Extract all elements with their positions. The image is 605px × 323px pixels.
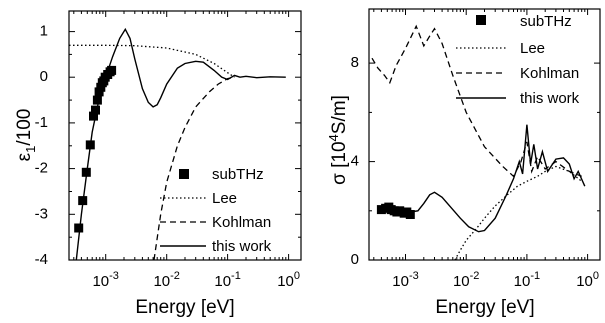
- legend-label-subthz: subTHz: [212, 166, 264, 183]
- xtick-base: 10: [92, 273, 109, 290]
- left-kohlman-line: [153, 76, 235, 261]
- left-panel: 1 0 -1 -2 -3 -4 10-3 10-2 10-1 100 Energ…: [14, 10, 302, 318]
- left-subthz-point: [107, 65, 117, 75]
- xtick-exponent: -3: [109, 270, 119, 282]
- left-y-axis-title: ε1/100: [14, 109, 38, 162]
- xtick-exponent: -1: [231, 270, 241, 282]
- y-axis-title-superscript: 4: [326, 134, 341, 141]
- right-ytick-label: 4: [351, 153, 359, 170]
- left-subthz-point: [96, 82, 106, 92]
- right-xtick-label: 10-3: [392, 270, 418, 290]
- right-xtick-label: 100: [576, 270, 599, 290]
- left-xtick-label: 10-1: [214, 270, 240, 290]
- y-axis-title-rest: /100: [14, 109, 35, 146]
- xtick-base: 10: [514, 273, 531, 290]
- left-plot-area: [69, 27, 286, 261]
- left-ytick-label: -3: [35, 205, 48, 222]
- left-ticks: [69, 11, 301, 261]
- xtick-exponent: -2: [470, 270, 480, 282]
- legend-label-this-work: this work: [212, 238, 272, 255]
- right-ticks: [369, 9, 600, 261]
- left-ytick-label: 0: [40, 68, 48, 85]
- right-legend: subTHz Lee Kohlman this work: [456, 13, 580, 107]
- y-axis-title-subscript: 1: [23, 146, 38, 153]
- left-subthz-point: [94, 87, 104, 97]
- legend-marker-subthz: [476, 15, 486, 25]
- left-subthz-point: [74, 223, 84, 233]
- right-lee-line: [454, 165, 583, 261]
- legend-label-subthz: subTHz: [520, 13, 572, 30]
- legend-label-kohlman: Kohlman: [520, 65, 579, 82]
- left-subthz-point: [92, 95, 102, 105]
- legend-label-lee: Lee: [520, 40, 545, 57]
- legend-marker-subthz: [179, 169, 189, 179]
- left-ytick-label: -4: [35, 251, 48, 268]
- left-lee-line: [69, 44, 235, 78]
- right-ytick-label: 8: [351, 54, 359, 71]
- left-subthz-point: [89, 111, 98, 121]
- right-plot-area: [371, 24, 586, 261]
- left-xtick-label: 10-2: [153, 270, 179, 290]
- xtick-exponent: -1: [530, 270, 540, 282]
- right-y-axis-title: σ [104S/m]: [326, 95, 350, 185]
- legend-label-kohlman: Kohlman: [212, 214, 271, 231]
- legend-label-lee: Lee: [212, 190, 237, 207]
- right-this-work-line: [381, 124, 586, 233]
- y-axis-title-main: σ [10: [329, 141, 350, 184]
- y-axis-title-rest: S/m]: [329, 95, 350, 134]
- xtick-base: 10: [214, 273, 231, 290]
- left-xtick-label: 10-3: [92, 270, 118, 290]
- left-ytick-label: -2: [35, 160, 48, 177]
- left-xtick-label: 100: [277, 270, 300, 290]
- right-xtick-label: 10-2: [453, 270, 479, 290]
- legend-label-this-work: this work: [520, 90, 580, 107]
- xtick-exponent: -2: [170, 270, 180, 282]
- right-kohlman-line: [371, 24, 582, 178]
- right-x-axis-title: Energy [eV]: [435, 297, 534, 318]
- right-ytick-label: 0: [351, 251, 359, 268]
- xtick-exponent: 0: [593, 270, 599, 282]
- right-panel: 0 4 8 10-3 10-2 10-1 100 Energy [eV] σ […: [326, 8, 601, 318]
- left-ytick-label: -1: [35, 114, 48, 131]
- xtick-base: 10: [277, 273, 294, 290]
- xtick-exponent: -3: [409, 270, 419, 282]
- xtick-base: 10: [576, 273, 593, 290]
- left-this-work-line: [75, 27, 286, 261]
- y-axis-title-main: ε: [14, 152, 35, 161]
- right-plot-frame: [368, 8, 601, 261]
- left-x-axis-title: Energy [eV]: [135, 297, 234, 318]
- xtick-exponent: 0: [294, 270, 300, 282]
- left-ytick-label: 1: [40, 23, 48, 40]
- right-subthz-point: [405, 210, 415, 219]
- xtick-base: 10: [153, 273, 170, 290]
- xtick-base: 10: [392, 273, 409, 290]
- left-legend: subTHz Lee Kohlman this work: [160, 166, 272, 255]
- right-xtick-label: 10-1: [514, 270, 540, 290]
- xtick-base: 10: [453, 273, 470, 290]
- left-subthz-point: [91, 105, 100, 115]
